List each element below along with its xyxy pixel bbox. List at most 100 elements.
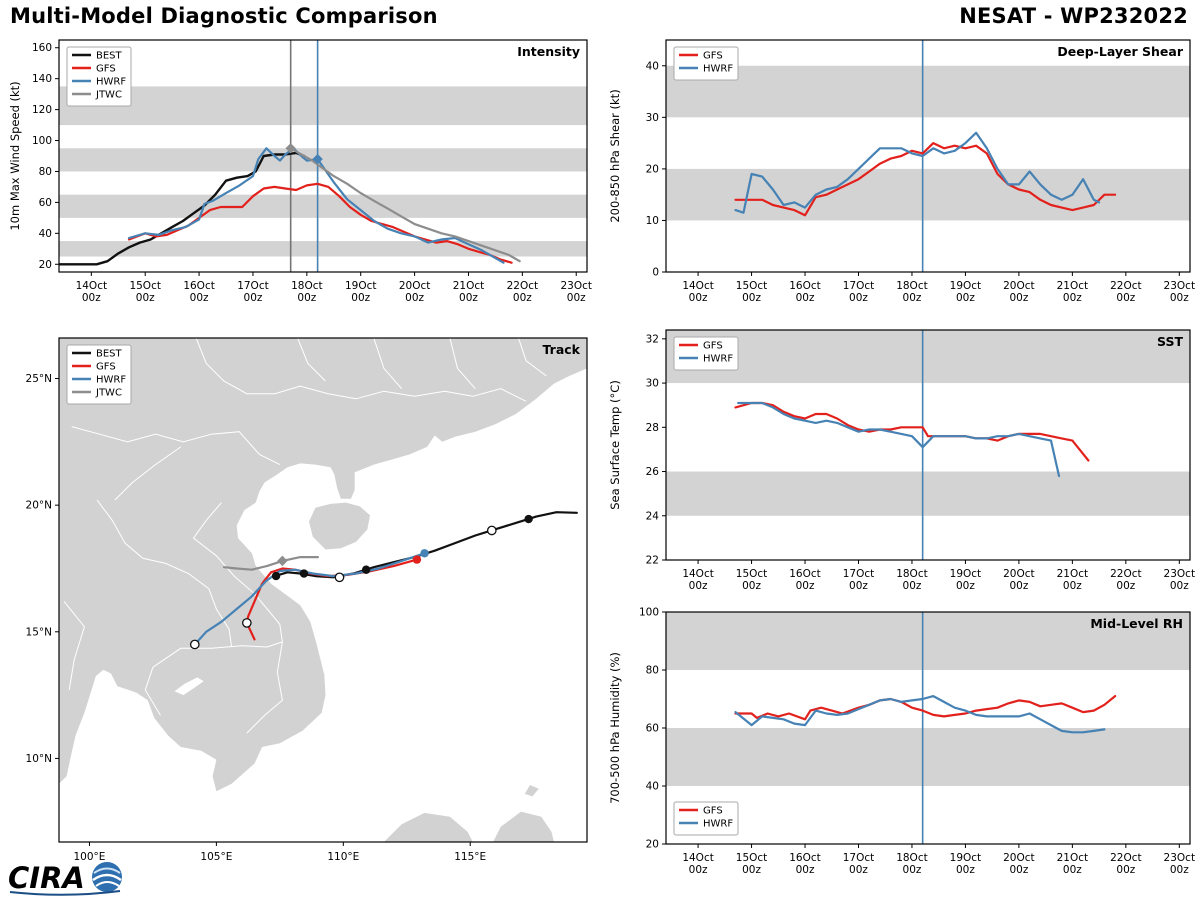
intensity-legend-label: JTWC (95, 90, 122, 101)
intensity-band (59, 241, 587, 257)
shear-xtick-sub: 00z (1063, 292, 1082, 304)
shear-xtick-sub: 00z (689, 292, 708, 304)
sst-xtick-sub: 00z (1116, 580, 1135, 592)
sst-legend-label: GFS (703, 341, 723, 352)
sst-legend-label: HWRF (703, 354, 733, 365)
chart-track: 100°E 105°E 110°E 115°E 10°N 15°N 20°N 25°N Trac… (26, 337, 588, 863)
sst-xtick-sub: 00z (1009, 580, 1028, 592)
track-fix-marker-icon (241, 618, 252, 628)
map-area (59, 338, 587, 842)
intensity-ytick: 80 (39, 166, 52, 178)
cira-logo-text: CIRA (8, 861, 85, 895)
intensity-ylabel: 10m Max Wind Speed (kt) (8, 81, 22, 230)
rh-xtick-sub: 00z (689, 864, 708, 876)
intensity-ytick: 60 (39, 197, 52, 209)
rh-band (666, 728, 1190, 786)
track-jtwc (222, 556, 319, 571)
intensity-xtick-sub: 00z (190, 292, 209, 304)
landmass (383, 812, 473, 842)
rh-xtick: 15Oct (736, 852, 768, 864)
rh-xtick-sub: 00z (903, 864, 922, 876)
chart-shear: 14Oct00z15Oct00z16Oct00z17Oct00z18Oct00z… (608, 39, 1195, 304)
lat-tick: 15°N (26, 626, 52, 638)
rh-xtick-sub: 00z (1009, 864, 1028, 876)
rh-xtick-sub: 00z (849, 864, 868, 876)
chart-sst: 14Oct00z15Oct00z16Oct00z17Oct00z18Oct00z… (608, 329, 1196, 592)
sst-xtick-sub: 00z (1170, 580, 1189, 592)
track-fix-marker-icon (189, 639, 200, 650)
admin-border (63, 601, 85, 691)
sst-ytick: 24 (646, 510, 660, 522)
rh-xtick: 16Oct (789, 852, 821, 864)
shear-ytick: 20 (646, 163, 659, 175)
track-fix-marker-icon (420, 549, 429, 558)
intensity-ytick: 120 (32, 104, 52, 116)
intensity-ytick: 140 (32, 73, 52, 85)
shear-xtick: 14Oct (682, 280, 714, 292)
track-title: Track (543, 342, 581, 357)
shear-xtick-sub: 00z (796, 292, 815, 304)
storm-id: NESAT - WP232022 (959, 4, 1188, 28)
lat-tick: 25°N (26, 373, 52, 385)
sst-xtick: 21Oct (1057, 568, 1089, 580)
intensity-xtick: 19Oct (345, 280, 377, 292)
intensity-marker-icon (285, 143, 296, 154)
shear-legend-label: GFS (703, 51, 723, 62)
sst-xtick-sub: 00z (849, 580, 868, 592)
shear-xtick: 20Oct (1003, 280, 1035, 292)
intensity-xtick-sub: 00z (82, 292, 101, 304)
intensity-ytick: 20 (39, 259, 52, 271)
sst-series-hwrf (737, 401, 1061, 478)
lon-tick: 100°E (73, 851, 105, 863)
sst-series-gfs (734, 401, 1090, 462)
intensity-legend (66, 46, 132, 107)
shear-xtick-sub: 00z (1116, 292, 1135, 304)
landmass (59, 338, 587, 792)
shear-ytick: 0 (652, 267, 659, 279)
shear-xtick: 16Oct (789, 280, 821, 292)
track-frame (58, 337, 588, 843)
track-legend (66, 344, 132, 405)
rh-xtick-sub: 00z (956, 864, 975, 876)
admin-border (96, 499, 233, 648)
shear-ytick: 30 (646, 112, 659, 124)
track-fix-marker-icon (524, 514, 533, 524)
shear-xtick: 15Oct (736, 280, 768, 292)
intensity-xtick-sub: 00z (405, 292, 424, 304)
sst-xtick: 23Oct (1164, 568, 1196, 580)
rh-xtick: 23Oct (1164, 852, 1196, 864)
intensity-xtick: 22Oct (507, 280, 539, 292)
admin-border (297, 338, 326, 382)
intensity-xtick: 20Oct (399, 280, 431, 292)
intensity-legend-label: BEST (96, 51, 123, 62)
sst-xtick: 17Oct (843, 568, 875, 580)
sst-ytick: 26 (646, 466, 660, 478)
shear-frame (665, 39, 1191, 273)
lon-tick: 115°E (454, 851, 486, 863)
sst-ytick: 30 (646, 378, 659, 390)
rh-ytick: 60 (646, 723, 659, 735)
admin-border (192, 502, 283, 642)
sst-xtick: 14Oct (682, 568, 714, 580)
rh-xtick-sub: 00z (1063, 864, 1082, 876)
intensity-xtick: 21Oct (453, 280, 485, 292)
sst-xtick-sub: 00z (1063, 580, 1082, 592)
intensity-ytick: 40 (39, 228, 52, 240)
lat-tick: 20°N (26, 500, 52, 512)
intensity-ytick: 100 (32, 135, 52, 147)
rh-xtick: 22Oct (1110, 852, 1142, 864)
shear-series-hwrf (734, 131, 1101, 214)
track-fix-marker-icon (271, 571, 281, 581)
intensity-series-best (58, 151, 306, 266)
intensity-xtick-sub: 00z (459, 292, 478, 304)
rh-title: Mid-Level RH (1090, 616, 1183, 631)
intensity-xtick: 17Oct (237, 280, 269, 292)
track-fix-marker-icon (277, 555, 288, 567)
sst-ylabel: Sea Surface Temp (°C) (608, 380, 622, 510)
rh-ytick: 80 (646, 665, 659, 677)
shear-xtick: 19Oct (950, 280, 982, 292)
shear-series-gfs (734, 141, 1117, 217)
cira-logo-swoosh (9, 890, 121, 896)
sst-xtick-sub: 00z (956, 580, 975, 592)
